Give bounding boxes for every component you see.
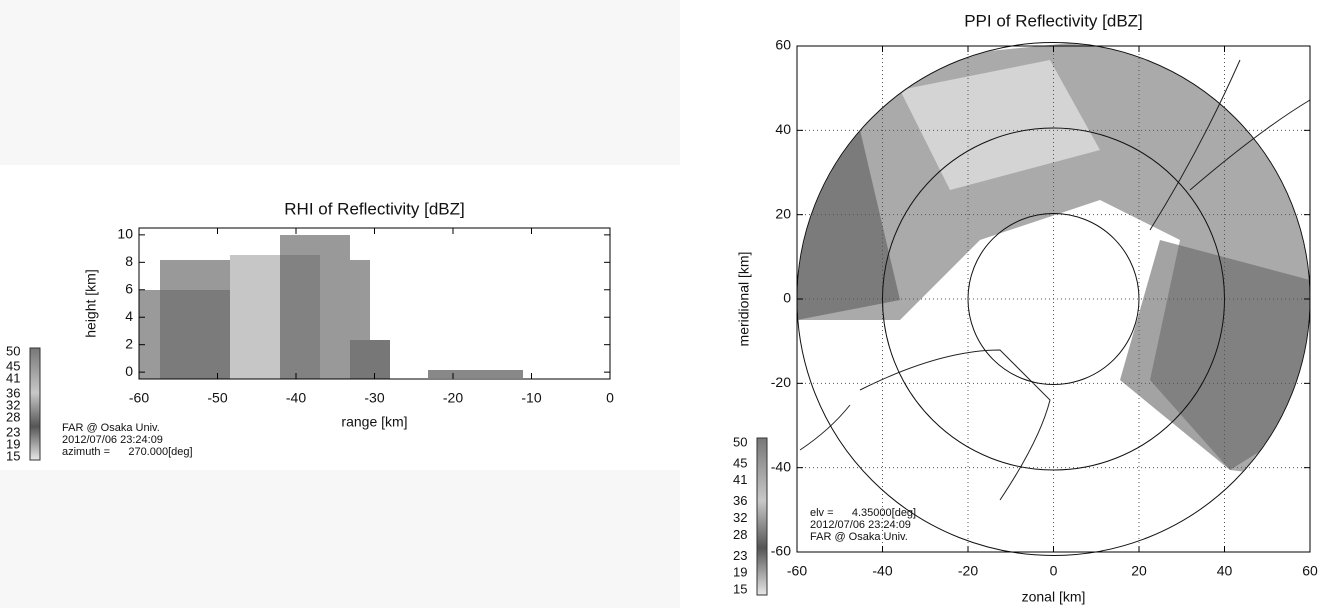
colorbar-label: 36 xyxy=(733,493,747,508)
colorbar-label: 36 xyxy=(6,385,20,400)
y-tick-label: -20 xyxy=(771,374,791,390)
x-tick-label: 40 xyxy=(1217,563,1233,579)
background-band xyxy=(0,0,680,165)
colorbar-label: 50 xyxy=(6,343,20,358)
x-tick-label: -30 xyxy=(364,390,384,406)
annotation: FAR @ Osaka Univ. xyxy=(810,531,908,543)
y-tick-label: -40 xyxy=(771,458,791,474)
annotation: FAR @ Osaka Univ. xyxy=(62,422,160,434)
colorbar-label: 28 xyxy=(6,409,20,424)
x-tick-label: 20 xyxy=(1131,563,1147,579)
y-axis-label: height [km] xyxy=(83,269,99,337)
colorbar xyxy=(756,437,768,596)
x-axis-label: zonal [km] xyxy=(1022,589,1086,605)
colorbar-label: 41 xyxy=(6,370,20,385)
chart-title: RHI of Reflectivity [dBZ] xyxy=(284,199,464,218)
colorbar-label: 19 xyxy=(733,565,747,580)
x-tick-label: -60 xyxy=(129,390,149,406)
colorbar-label: 50 xyxy=(733,434,747,449)
colorbar-label: 19 xyxy=(6,436,20,451)
colorbar-label: 45 xyxy=(6,358,20,373)
x-tick-label: -40 xyxy=(872,563,892,579)
coastline xyxy=(799,59,1311,501)
colorbar-label: 32 xyxy=(733,510,747,525)
y-tick-label: 10 xyxy=(117,226,133,242)
x-tick-label: -10 xyxy=(521,390,541,406)
y-tick-label: 0 xyxy=(125,363,133,379)
colorbar-label: 15 xyxy=(6,448,20,463)
y-axis-label: meridional [km] xyxy=(736,252,752,347)
colorbar-label: 23 xyxy=(733,548,747,563)
x-tick-label: 60 xyxy=(1302,563,1318,579)
background-band xyxy=(0,470,680,608)
annotation: 2012/07/06 23:24:09 xyxy=(62,434,163,446)
x-tick-label: 0 xyxy=(606,390,614,406)
x-tick-label: -20 xyxy=(443,390,463,406)
colorbar xyxy=(29,347,41,461)
annotation: 2012/07/06 23:24:09 xyxy=(810,519,911,531)
x-tick-label: -40 xyxy=(286,390,306,406)
x-tick-label: -60 xyxy=(787,563,807,579)
plot-frame xyxy=(796,45,1311,553)
annotation: elv = 4.35000[deg] xyxy=(810,507,916,519)
y-tick-label: 2 xyxy=(125,335,133,351)
colorbar-label: 15 xyxy=(733,581,747,596)
x-axis-label: range [km] xyxy=(341,414,407,430)
colorbar-label: 28 xyxy=(733,527,747,542)
colorbar-label: 45 xyxy=(733,455,747,470)
annotation: azimuth = 270.000[deg] xyxy=(62,446,193,458)
y-tick-label: 4 xyxy=(125,308,133,324)
y-tick-label: 20 xyxy=(775,205,791,221)
colorbar-label: 41 xyxy=(733,472,747,487)
y-tick-label: -60 xyxy=(771,543,791,559)
colorbar-label: 23 xyxy=(6,424,20,439)
range-ring xyxy=(967,213,1140,385)
x-tick-label: -50 xyxy=(207,390,227,406)
rhi-echoes xyxy=(139,235,523,379)
range-ring xyxy=(882,127,1225,471)
y-tick-label: 60 xyxy=(775,37,791,53)
y-tick-label: 6 xyxy=(125,280,133,296)
colorbar-label: 32 xyxy=(6,397,20,412)
x-tick-label: -20 xyxy=(958,563,978,579)
chart-title: PPI of Reflectivity [dBZ] xyxy=(964,11,1143,30)
x-tick-label: 0 xyxy=(1050,563,1058,579)
y-tick-label: 40 xyxy=(775,121,791,137)
y-tick-label: 8 xyxy=(125,253,133,269)
plot-frame xyxy=(138,227,611,380)
y-tick-label: 0 xyxy=(783,290,791,306)
